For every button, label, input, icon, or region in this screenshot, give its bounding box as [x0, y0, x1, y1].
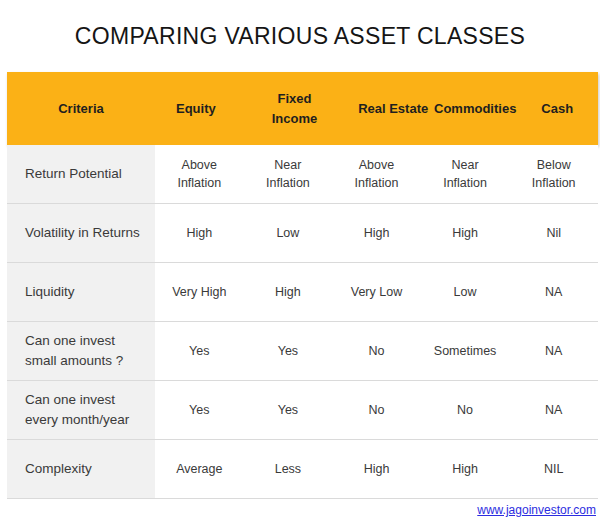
column-header-fixed-income: Fixed Income [237, 72, 353, 145]
row-label: Complexity [7, 440, 155, 498]
cell-equity: Yes [155, 381, 244, 439]
table-row-complexity: Complexity Average Less High High NIL [7, 440, 598, 499]
cell-commodities: Near Inflation [421, 145, 510, 203]
cell-real-estate: No [332, 322, 421, 380]
cell-equity: Very High [155, 263, 244, 321]
cell-cash: Below Inflation [509, 145, 598, 203]
table-header-row: Criteria Equity Fixed Income Real Estate… [7, 72, 598, 145]
cell-cash: NA [509, 322, 598, 380]
cell-fixed-income: Yes [244, 322, 333, 380]
table-row-every-month: Can one invest every month/year Yes Yes … [7, 381, 598, 440]
table-row-small-amounts: Can one invest small amounts ? Yes Yes N… [7, 322, 598, 381]
cell-commodities: High [421, 204, 510, 262]
cell-cash: NA [509, 381, 598, 439]
table-row-volatility: Volatility in Returns High Low High High… [7, 204, 598, 263]
column-header-equity: Equity [155, 72, 237, 145]
cell-real-estate: No [332, 381, 421, 439]
cell-fixed-income: Near Inflation [244, 145, 333, 203]
row-label: Liquidity [7, 263, 155, 321]
table-row-liquidity: Liquidity Very High High Very Low Low NA [7, 263, 598, 322]
cell-equity: Average [155, 440, 244, 498]
cell-fixed-income: Less [244, 440, 333, 498]
asset-comparison-table: Criteria Equity Fixed Income Real Estate… [7, 72, 598, 499]
column-header-real-estate: Real Estate [352, 72, 434, 145]
cell-real-estate: Very Low [332, 263, 421, 321]
slide: COMPARING VARIOUS ASSET CLASSES Criteria… [0, 0, 600, 520]
row-label: Can one invest every month/year [7, 381, 155, 439]
cell-fixed-income: Yes [244, 381, 333, 439]
page-title: COMPARING VARIOUS ASSET CLASSES [0, 0, 600, 50]
cell-real-estate: High [332, 440, 421, 498]
cell-equity: Yes [155, 322, 244, 380]
row-label: Can one invest small amounts ? [7, 322, 155, 380]
cell-real-estate: Above Inflation [332, 145, 421, 203]
cell-cash: NIL [509, 440, 598, 498]
cell-commodities: Sometimes [421, 322, 510, 380]
column-header-commodities: Commodities [434, 72, 516, 145]
jagoinvestor-link[interactable]: www.jagoinvestor.com [477, 503, 596, 517]
row-label: Volatility in Returns [7, 204, 155, 262]
column-header-criteria: Criteria [7, 72, 155, 145]
cell-cash: Nil [509, 204, 598, 262]
cell-real-estate: High [332, 204, 421, 262]
cell-cash: NA [509, 263, 598, 321]
cell-equity: Above Inflation [155, 145, 244, 203]
cell-commodities: No [421, 381, 510, 439]
cell-fixed-income: High [244, 263, 333, 321]
cell-equity: High [155, 204, 244, 262]
row-label: Return Potential [7, 145, 155, 203]
cell-fixed-income: Low [244, 204, 333, 262]
table-row-return-potential: Return Potential Above Inflation Near In… [7, 145, 598, 204]
column-header-cash: Cash [516, 72, 598, 145]
cell-commodities: Low [421, 263, 510, 321]
cell-commodities: High [421, 440, 510, 498]
